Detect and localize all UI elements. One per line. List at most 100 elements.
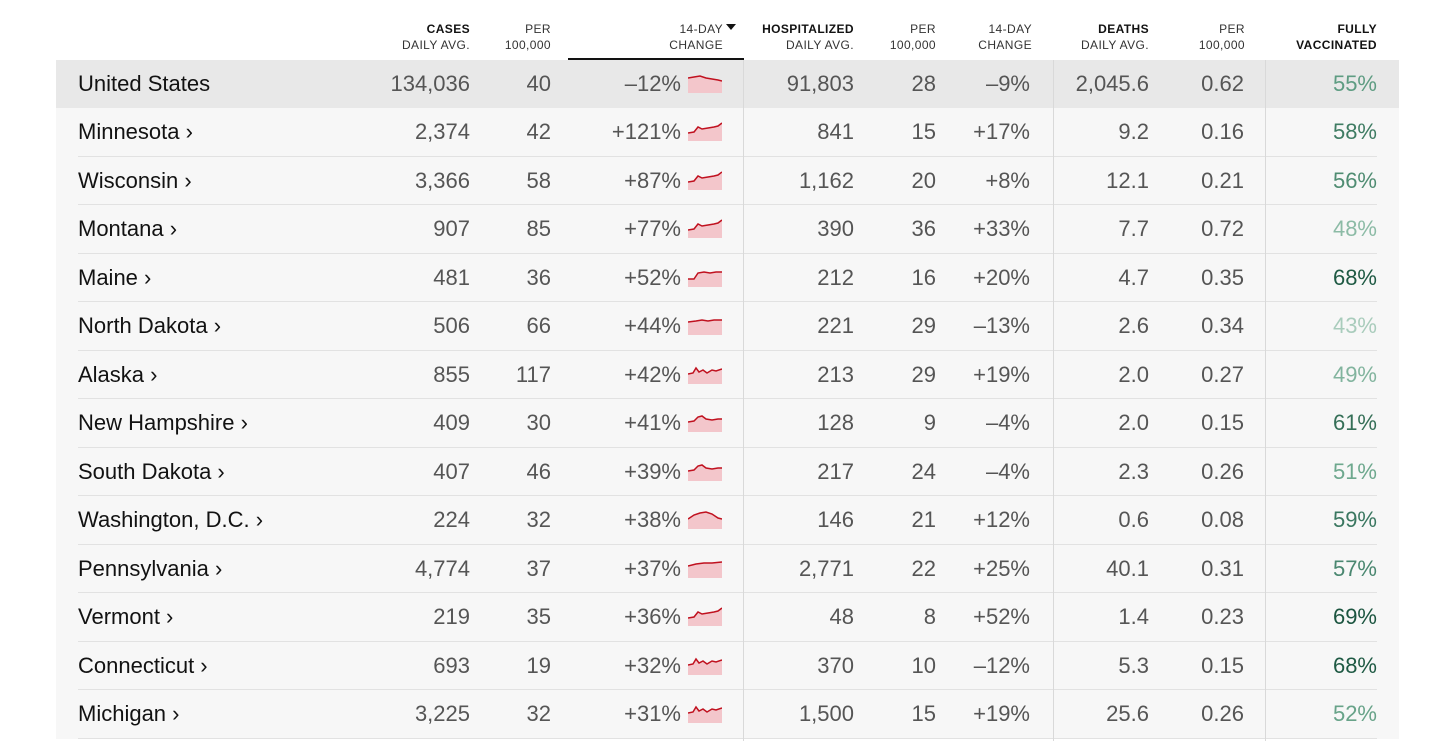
row-name[interactable]: Minnesota › [78,119,193,145]
cell-deaths-per: 0.27 [1201,361,1244,387]
cell-hosp-change: +25% [973,555,1030,581]
header-vaccinated[interactable]: FULLY VACCINATED [1276,21,1377,53]
cell-cases-change: +44% [624,313,681,339]
cell-hosp: 213 [817,361,854,387]
cell-hosp-change: –4% [985,410,1030,436]
header-hospitalized[interactable]: HOSPITALIZED DAILY AVG. [746,21,854,53]
cell-cases-per: 32 [526,701,551,727]
row-name[interactable]: Wisconsin › [78,167,192,193]
state-row[interactable]: South Dakota › 407 46 +39% 217 24 –4% 2.3 0.26 51… [56,448,1399,496]
state-row[interactable]: Connecticut › 693 19 +32% 370 10 –12% 5.3 0.15 68… [56,642,1399,690]
row-name[interactable]: Vermont › [78,604,174,630]
cell-deaths: 2.3 [1118,458,1149,484]
state-row[interactable]: Michigan › 3,225 32 +31% 1,500 15 +19% 25.6 0.26… [56,690,1399,739]
cell-cases-change: +39% [624,458,681,484]
cell-cases: 224 [433,507,470,533]
cell-cases: 855 [433,361,470,387]
state-row[interactable]: Montana › 907 85 +77% 390 36 +33% 7.7 0.72 48% [56,205,1399,254]
trend-sparkline-icon [688,270,722,287]
cell-deaths: 2,045.6 [1075,71,1149,96]
trend-sparkline-icon [688,319,722,335]
cell-deaths: 25.6 [1106,701,1149,727]
cell-hosp-per: 24 [911,458,936,484]
row-divider [78,349,1377,351]
cell-cases-per: 37 [526,555,551,581]
header-cases-change[interactable]: 14-DAY CHANGE [616,21,736,53]
row-name[interactable]: Michigan › [78,701,180,727]
cell-cases-per: 19 [526,652,551,678]
state-row[interactable]: Minnesota › 2,374 42 +121% 841 15 +17% 9.2 0.16 5… [56,108,1399,157]
trend-sparkline-icon [688,511,722,529]
sparkline-area [688,512,722,529]
row-name[interactable]: South Dakota › [78,458,225,484]
state-row[interactable]: New Hampshire › 409 30 +41% 128 9 –4% 2.0 0.15 61… [56,399,1399,448]
header-hosp-per-top: PER [910,22,936,36]
row-name[interactable]: New Hampshire › [78,410,248,436]
cell-vacc: 68% [1332,264,1377,290]
state-row[interactable]: Vermont › 219 35 +36% 48 8 +52% 1.4 0.23 69% [56,593,1399,642]
cell-cases-change: +87% [624,167,681,193]
sparkline-line [688,560,722,567]
cell-deaths-per: 0.72 [1201,216,1244,242]
header-hosp-bottom: DAILY AVG. [785,38,854,52]
sort-indicator [568,58,744,60]
cell-cases-per: 35 [526,604,551,630]
state-row[interactable]: North Dakota › 506 66 +44% 221 29 –13% 2.6 0.34 4… [56,302,1399,351]
sort-arrow-icon [726,24,736,30]
row-name[interactable]: Alaska › [78,361,158,387]
sparkline-line [688,219,722,231]
header-deaths-per[interactable]: PER 100,000 [1166,21,1245,53]
cell-hosp-per: 22 [911,555,936,581]
row-name[interactable]: Pennsylvania › [78,555,223,581]
sparkline-line [688,122,722,134]
cell-hosp-change: –12% [973,652,1030,678]
cell-cases-change: +42% [624,361,681,387]
row-divider [78,301,1377,302]
header-cases-per[interactable]: PER 100,000 [476,21,551,53]
cell-vacc: 48% [1332,216,1377,242]
row-name[interactable]: Montana › [78,216,178,242]
header-deaths[interactable]: DEATHS DAILY AVG. [1056,21,1149,53]
row-name[interactable]: North Dakota › [78,313,222,339]
cell-vacc: 68% [1332,652,1377,678]
cell-cases-change: +31% [624,701,681,727]
cell-deaths-per: 0.26 [1201,701,1244,727]
cell-cases-change: +41% [624,410,681,436]
header-hosp-per[interactable]: PER 100,000 [866,21,936,53]
cell-cases: 407 [433,458,470,484]
trend-sparkline-icon [688,415,722,432]
cell-hosp-change: +17% [973,119,1030,145]
header-hosp-per-bottom: 100,000 [889,38,936,52]
row-name[interactable]: Washington, D.C. › [78,507,264,533]
cell-hosp: 146 [817,507,854,533]
sparkline-area [688,320,722,335]
header-cases-per-top: PER [525,22,551,36]
row-divider [78,204,1377,205]
header-cases[interactable]: CASES DAILY AVG. [356,21,470,53]
header-hosp-change-bottom: CHANGE [978,38,1032,52]
state-row[interactable]: Alaska › 855 117 +42% 213 29 +19% 2.0 0.27 49% [56,351,1399,399]
state-row[interactable]: Maine › 481 36 +52% 212 16 +20% 4.7 0.35 68% [56,254,1399,302]
state-row[interactable]: Pennsylvania › 4,774 37 +37% 2,771 22 +25% 40.1… [56,545,1399,593]
sparkline-area [688,658,722,675]
trend-sparkline-icon [688,122,722,141]
cell-vacc: 61% [1332,410,1377,436]
trend-sparkline-icon [688,657,722,675]
cell-hosp: 91,803 [786,71,854,96]
national-row: United States 134,036 40 –12% 91,803 28 –9% 2,0… [56,60,1399,108]
header-hosp-change[interactable]: 14-DAY CHANGE [956,21,1032,53]
state-row[interactable]: Washington, D.C. › 224 32 +38% 146 21 +12% 0.6 0… [56,496,1399,545]
cell-hosp-per: 15 [911,701,936,727]
row-name[interactable]: Maine › [78,264,152,290]
cell-cases-change: +77% [624,216,681,242]
trend-sparkline-icon [688,219,722,238]
row-name[interactable]: Connecticut › [78,652,208,678]
cell-cases: 4,774 [414,555,470,581]
cell-cases: 481 [433,264,470,290]
state-row[interactable]: Wisconsin › 3,366 58 +87% 1,162 20 +8% 12.1 0.21… [56,157,1399,205]
cell-hosp: 217 [817,458,854,484]
cell-hosp: 221 [817,313,854,339]
cell-hosp-change: –4% [985,458,1030,484]
cell-cases-change: +52% [624,264,681,290]
cell-hosp-change: +8% [985,167,1030,193]
